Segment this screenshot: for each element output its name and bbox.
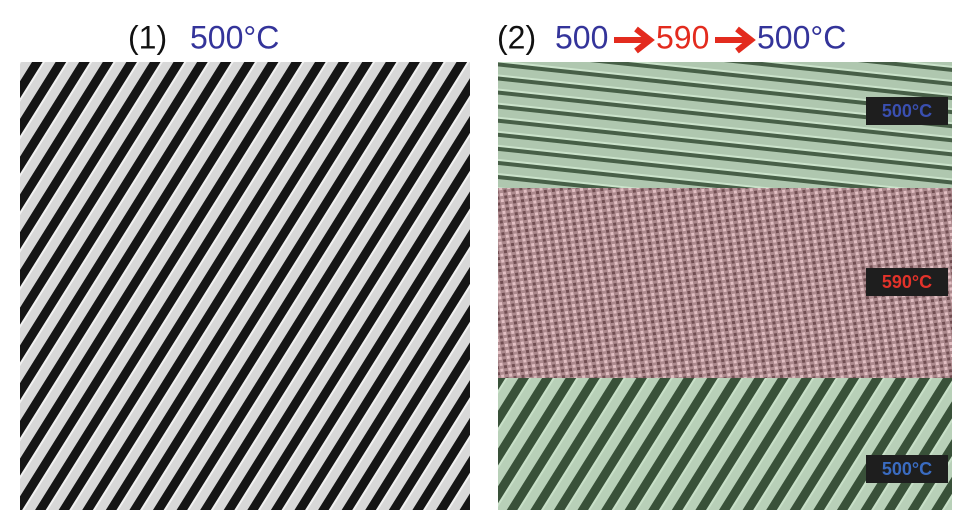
panel-label: (2) <box>497 19 536 55</box>
arrow <box>614 29 650 51</box>
tint <box>498 378 952 510</box>
image-panel-2: 500°C 590°C 500°C <box>498 62 952 510</box>
panel-label: (1) <box>128 19 167 55</box>
region-label: 500°C <box>882 459 932 479</box>
panel-2-title: (2) 500 590 500°C <box>497 19 846 55</box>
region-label: 590°C <box>882 272 932 292</box>
panel-1-title: (1) 500°C <box>128 19 279 55</box>
arrow <box>715 29 751 51</box>
image-panel-1 <box>20 62 470 510</box>
temperature: 590 <box>656 19 709 55</box>
temperature: 500 <box>555 19 608 55</box>
temperature: 500°C <box>190 19 279 55</box>
figure: (1) 500°C (2) 500 590 500°C 500°C 590°C … <box>0 0 955 513</box>
region-label: 500°C <box>882 101 932 121</box>
temperature: 500°C <box>757 19 846 55</box>
